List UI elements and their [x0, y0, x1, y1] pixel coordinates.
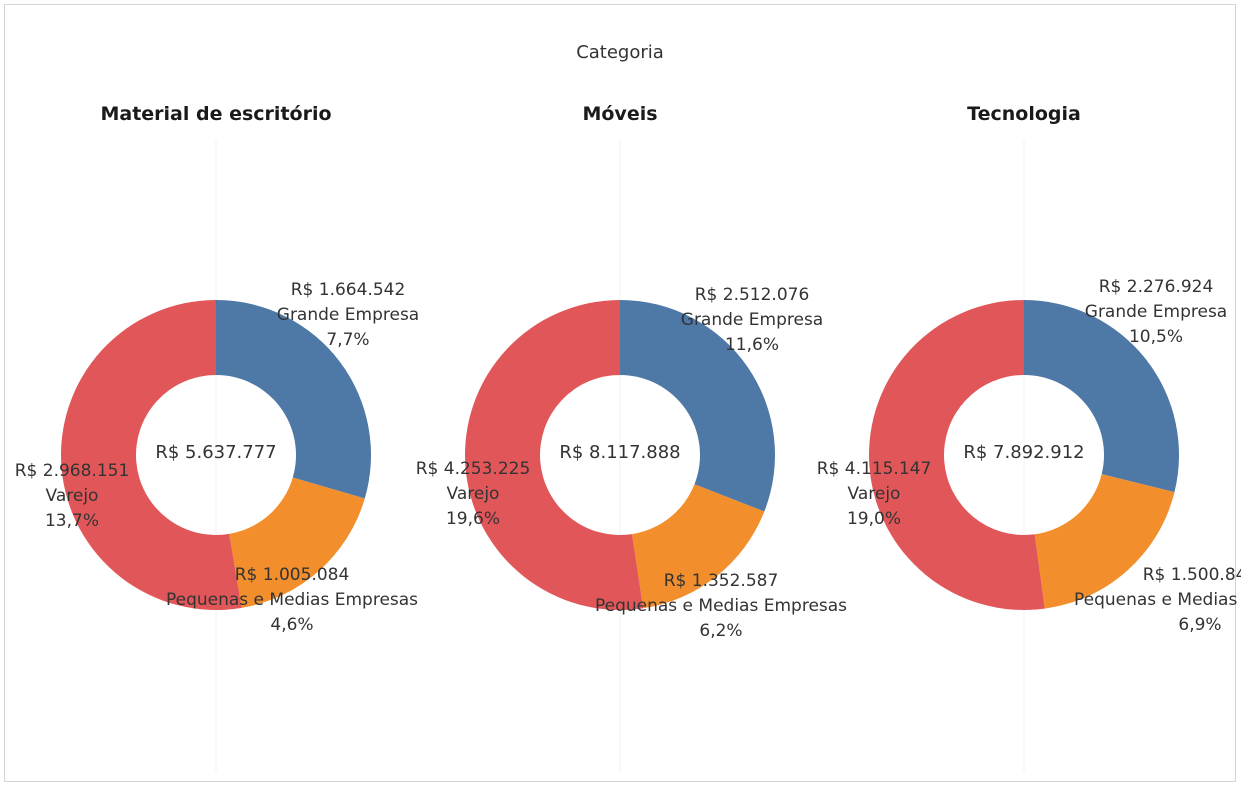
slice-percent-label: 13,7%: [45, 511, 99, 531]
donut-slice[interactable]: [229, 477, 365, 608]
slice-segment-label: Varejo: [447, 484, 500, 504]
slice-value-label: R$ 1.500.841: [1143, 565, 1241, 585]
slice-percent-label: 4,6%: [270, 615, 313, 635]
donut-chart: Material de escritório R$ 5.637.777 R$ 1.6…: [15, 103, 419, 772]
donut-slice[interactable]: [620, 300, 776, 512]
donut-slice[interactable]: [465, 300, 644, 610]
center-total-label: R$ 5.637.777: [155, 442, 276, 463]
slice-segment-label: Pequenas e Medias Empresas: [1074, 590, 1241, 610]
chart-title: Móveis: [582, 103, 657, 125]
donut-slice[interactable]: [61, 300, 242, 610]
slice-segment-label: Pequenas e Medias Empresas: [595, 596, 847, 616]
slice-percent-label: 19,0%: [847, 509, 901, 529]
donut-slice[interactable]: [1024, 300, 1179, 493]
slice-percent-label: 7,7%: [326, 330, 369, 350]
slice-segment-label: Varejo: [848, 484, 901, 504]
slice-percent-label: 6,9%: [1178, 615, 1221, 635]
slice-percent-label: 19,6%: [446, 509, 500, 529]
slice-segment-label: Grande Empresa: [277, 305, 419, 325]
slice-value-label: R$ 4.253.225: [416, 459, 531, 479]
center-total-label: R$ 7.892.912: [963, 442, 1084, 463]
slice-value-label: R$ 4.115.147: [817, 459, 932, 479]
donut-slice[interactable]: [631, 484, 765, 609]
donut-chart: Móveis R$ 8.117.888 R$ 2.512.076 Grande Emp…: [416, 103, 847, 772]
donut-slice[interactable]: [1034, 474, 1175, 609]
charts-layer: Material de escritório R$ 5.637.777 R$ 1.6…: [15, 103, 1241, 772]
donut-slice[interactable]: [216, 300, 371, 499]
slice-value-label: R$ 2.276.924: [1099, 277, 1214, 297]
slice-percent-label: 10,5%: [1129, 327, 1183, 347]
slice-percent-label: 6,2%: [699, 621, 742, 641]
donut-slice[interactable]: [869, 300, 1045, 611]
slice-segment-label: Grande Empresa: [681, 310, 823, 330]
slice-segment-label: Grande Empresa: [1085, 302, 1227, 322]
donut-chart: Tecnologia R$ 7.892.912 R$ 2.276.924 Grande…: [817, 103, 1241, 772]
slice-segment-label: Varejo: [46, 486, 99, 506]
slice-percent-label: 11,6%: [725, 335, 779, 355]
chart-title: Tecnologia: [967, 103, 1081, 125]
slice-value-label: R$ 1.352.587: [664, 571, 779, 591]
chart-title: Material de escritório: [100, 103, 331, 125]
slice-value-label: R$ 1.005.084: [235, 565, 350, 585]
slice-value-label: R$ 2.512.076: [695, 285, 810, 305]
slice-value-label: R$ 1.664.542: [291, 280, 406, 300]
header-title: Categoria: [576, 42, 664, 63]
slice-value-label: R$ 2.968.151: [15, 461, 130, 481]
slice-segment-label: Pequenas e Medias Empresas: [166, 590, 418, 610]
center-total-label: R$ 8.117.888: [559, 442, 680, 463]
